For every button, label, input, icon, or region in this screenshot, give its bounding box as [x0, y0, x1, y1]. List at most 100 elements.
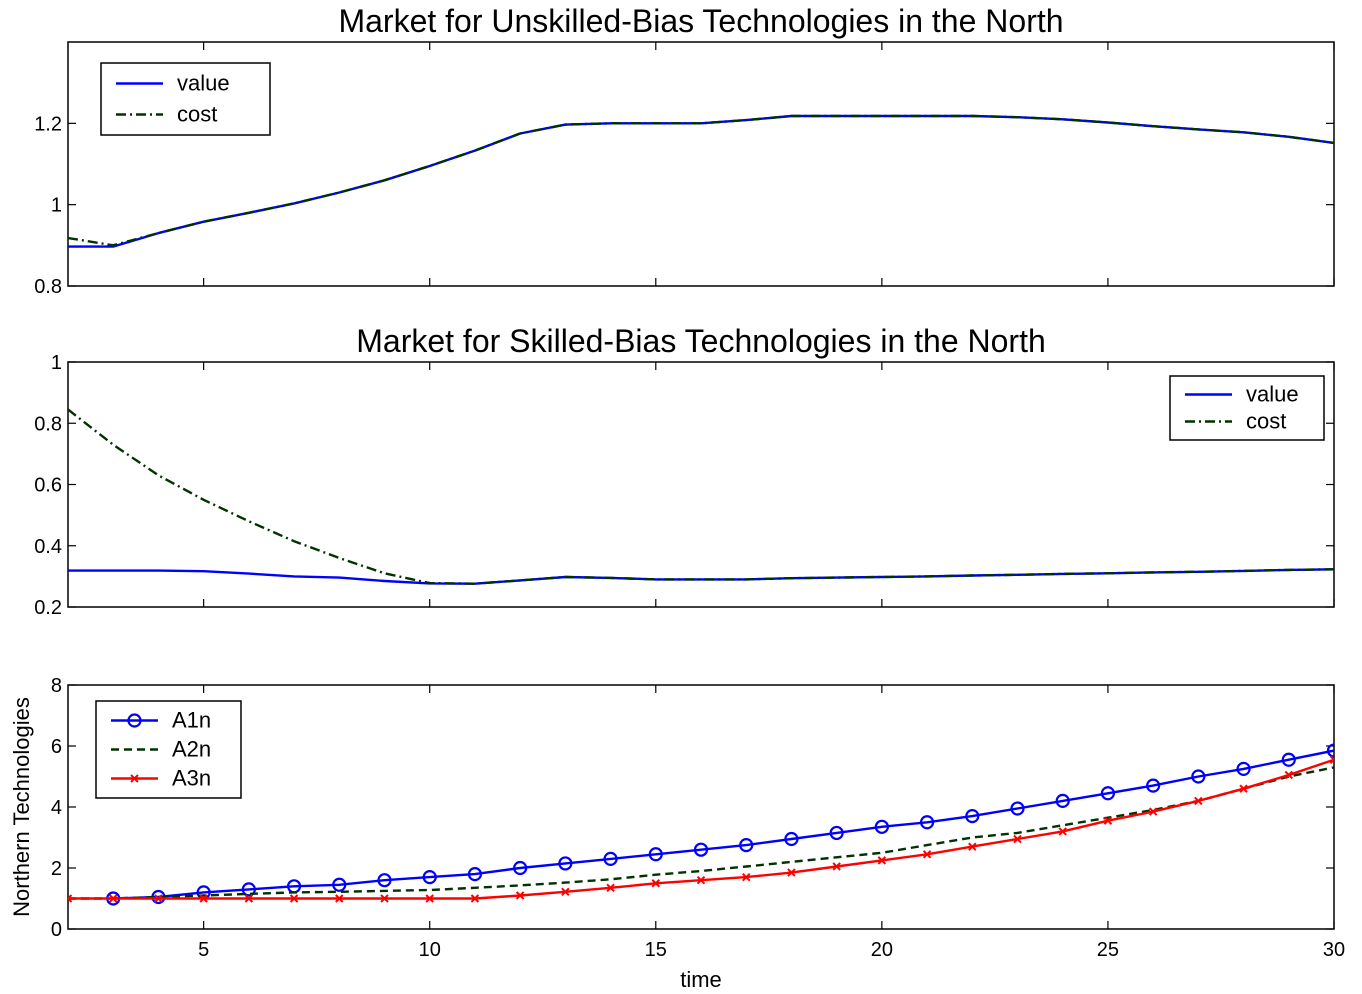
data-point-A1n [332, 877, 347, 892]
data-point-A3n [696, 875, 706, 885]
data-point-A3n [425, 894, 434, 903]
legend-label-cost: cost [1246, 409, 1286, 434]
data-point-A3n [335, 894, 344, 903]
data-point-A3n [244, 894, 254, 903]
data-point-A1n [603, 851, 618, 866]
legend-label-value: value [1246, 382, 1299, 407]
data-point-A3n [606, 883, 615, 893]
data-point-A3n [380, 894, 389, 903]
x-tick-label: 10 [419, 939, 441, 961]
series-layer [68, 408, 1334, 585]
data-point-A1n [784, 831, 799, 847]
data-point-A1n [377, 873, 392, 888]
series-line-A1n [113, 749, 1334, 900]
data-point-A1n [1146, 778, 1161, 793]
legend-label-A1n: A1n [172, 708, 211, 733]
data-point-A3n [1239, 784, 1248, 793]
y-tick-label: 2 [51, 858, 62, 880]
data-point-A3n [922, 850, 932, 859]
x-tick-label: 30 [1323, 939, 1345, 961]
y-tick-label: 1.2 [34, 113, 62, 135]
legend-label-cost: cost [177, 102, 217, 127]
data-point-A1n [513, 860, 528, 876]
data-point-A1n [1281, 752, 1296, 767]
y-tick-label: 1 [51, 195, 62, 217]
series-line-value [68, 568, 1334, 585]
legend-label-A3n: A3n [172, 766, 211, 791]
legend-marker-A1n [127, 713, 142, 728]
x-axis-label: time [680, 967, 722, 992]
data-point-A3n [877, 856, 887, 865]
x-tick-label: 25 [1097, 939, 1119, 961]
data-point-A3n [832, 862, 841, 871]
data-point-A1n [1010, 801, 1025, 816]
series-layer [68, 114, 1334, 248]
legend: value cost [100, 62, 271, 136]
data-point-A3n [1103, 816, 1113, 825]
data-point-A1n [648, 847, 663, 862]
series-line-value [68, 114, 1334, 248]
data-point-A3n [1284, 770, 1293, 780]
data-point-A3n [515, 891, 525, 900]
data-point-A1n [874, 819, 889, 834]
y-tick-label: 0.2 [34, 597, 62, 619]
x-tick-label: 20 [871, 939, 893, 961]
legend: A1n A2n A3n [95, 700, 242, 799]
data-point-A3n [68, 894, 73, 903]
x-tick-label: 5 [198, 939, 209, 961]
data-point-A3n [1058, 827, 1067, 836]
legend-box [95, 700, 242, 799]
x-tick-label: 15 [645, 939, 667, 961]
data-point-A1n [739, 838, 754, 853]
data-point-A1n [919, 815, 935, 830]
plot-area [67, 684, 1335, 930]
legend-box [1169, 375, 1325, 441]
y-tick-label: 6 [51, 736, 62, 758]
legend-label-A2n: A2n [172, 737, 211, 762]
plot-area [67, 361, 1335, 608]
data-point-A3n [968, 842, 977, 851]
chart-title: Market for Skilled-Bias Technologies in … [356, 323, 1046, 359]
data-point-A3n [787, 868, 796, 877]
data-point-A3n [1013, 834, 1022, 844]
data-point-A1n [422, 870, 437, 885]
data-point-A3n [651, 879, 660, 888]
y-axis-label: Northern Technologies [9, 697, 34, 917]
data-point-A1n [1100, 786, 1116, 801]
data-point-A1n [558, 856, 573, 871]
data-point-A1n [1055, 793, 1070, 809]
data-point-A3n [1329, 755, 1334, 764]
y-tick-label: 0.4 [34, 536, 62, 558]
data-point-A3n [199, 894, 208, 903]
chart-panel-2: Market for Skilled-Bias Technologies in … [34, 323, 1335, 619]
data-point-A3n [470, 894, 480, 903]
data-point-A3n [289, 894, 299, 903]
data-point-A3n [742, 872, 751, 882]
chart-panel-1: Market for Unskilled-Bias Technologies i… [34, 3, 1335, 298]
series-line-cost [68, 408, 1334, 585]
data-point-A1n [467, 866, 483, 882]
legend-label-value: value [177, 71, 230, 96]
y-tick-label: 0.8 [34, 276, 62, 298]
data-point-A1n [829, 825, 844, 841]
legend-marker-A3n [130, 774, 139, 783]
y-tick-label: 0.8 [34, 413, 62, 435]
y-tick-label: 4 [51, 797, 62, 819]
data-point-A3n [109, 894, 118, 903]
data-point-A3n [1148, 807, 1158, 816]
chart-title: Market for Unskilled-Bias Technologies i… [338, 3, 1063, 39]
data-point-A3n [1194, 796, 1203, 806]
y-tick-label: 1 [51, 352, 62, 374]
legend-box [100, 62, 271, 136]
y-tick-label: 0.6 [34, 475, 62, 497]
y-tick-label: 8 [51, 675, 62, 697]
series-line-A2n [68, 766, 1334, 900]
data-point-A1n [693, 842, 709, 857]
y-tick-label: 0 [51, 919, 62, 941]
chart-panel-3: 5 10 15 20 25 30 0 2 4 6 8 time Northern Technologie… [9, 675, 1345, 992]
data-point-A3n [561, 887, 570, 896]
data-point-A1n [1326, 743, 1334, 758]
data-point-A1n [1236, 761, 1251, 776]
